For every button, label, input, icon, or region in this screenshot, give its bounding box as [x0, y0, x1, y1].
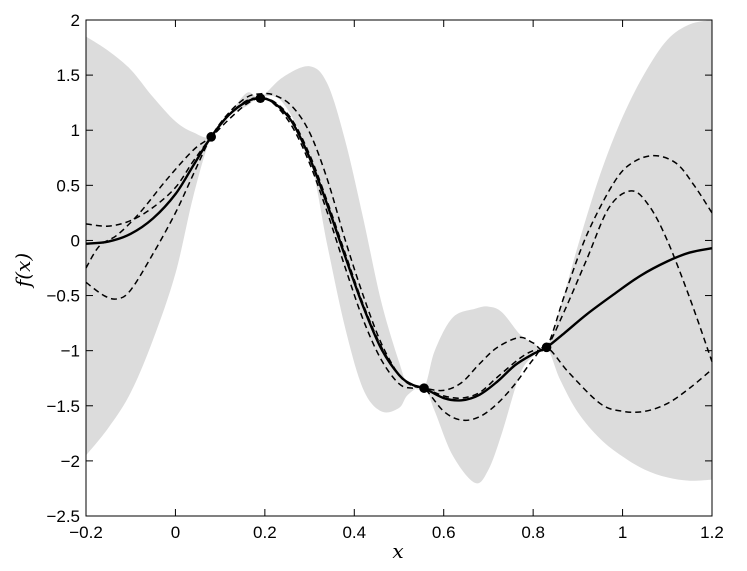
plot-frame: [85, 19, 713, 517]
y-tick-label: −1: [61, 342, 80, 361]
mean-function-line: [85, 97, 713, 402]
y-tick-label: 1.5: [56, 66, 80, 85]
x-tick-label: 0.2: [253, 523, 277, 542]
y-tick-label: 2: [71, 11, 80, 30]
confidence-band-layer: [86, 20, 712, 484]
observation-point: [419, 383, 429, 393]
x-tick-label: 1: [618, 523, 627, 542]
sample-function-line-2: [85, 92, 713, 399]
x-tick-label: 0.8: [521, 523, 545, 542]
x-tick-label: 0: [171, 523, 180, 542]
observation-point: [206, 132, 216, 142]
y-tick-label: 0: [71, 231, 80, 250]
x-tick-label: 0.6: [432, 523, 456, 542]
x-axis-label: x: [392, 539, 403, 563]
x-tick-label: 1.2: [700, 523, 724, 542]
y-tick-label: −0.5: [46, 287, 80, 306]
tick-labels-layer: −0.2 0 0.2 0.4 0.6 0.8 1 1.2 2 1.5 1 0.5 0 −0.5 −1 −1.5…: [46, 11, 723, 542]
x-tick-label: 0.4: [342, 523, 366, 542]
mean-function-layer: [85, 97, 713, 402]
y-tick-label: −1.5: [46, 397, 80, 416]
observation-point: [541, 342, 552, 353]
axes-layer: [85, 19, 713, 517]
y-tick-label: −2: [61, 452, 80, 471]
observation-point: [255, 93, 266, 104]
x-tick-label: −0.2: [69, 523, 103, 542]
y-axis-label: f(x): [11, 253, 35, 289]
observation-points-layer: [206, 93, 552, 393]
y-tick-label: −2.5: [46, 507, 80, 526]
sample-function-line-3: [85, 97, 713, 422]
confidence-band: [86, 20, 712, 484]
y-tick-label: 0.5: [56, 176, 80, 195]
y-tick-label: 1: [71, 121, 80, 140]
